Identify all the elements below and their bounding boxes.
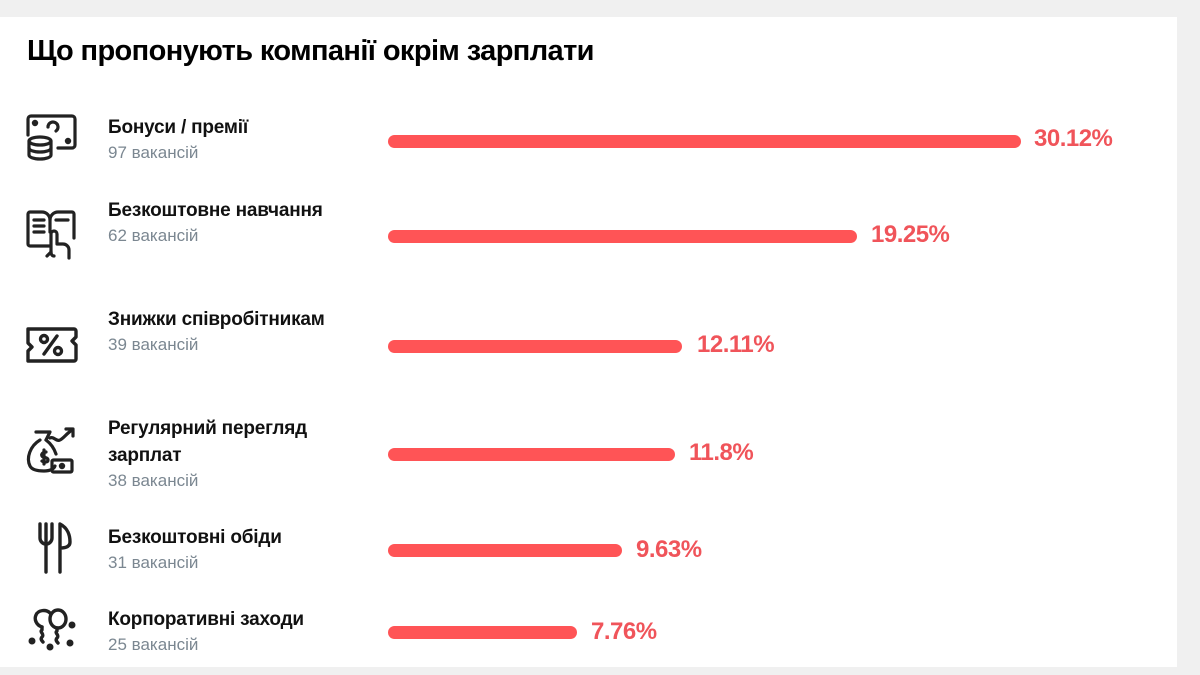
percent-label: 11.8%: [689, 439, 754, 466]
bar: [388, 135, 1021, 148]
vacancy-count: 38 вакансій: [108, 471, 199, 490]
bar: [388, 230, 857, 243]
benefit-label: Безкоштовні обіди: [108, 527, 282, 548]
percent-label: 12.11%: [697, 331, 775, 358]
vacancy-count: 97 вакансій: [108, 143, 199, 162]
balloons-icon: [24, 605, 80, 661]
money-coins-icon: [24, 111, 80, 167]
percent-label: 30.12%: [1034, 125, 1113, 152]
vacancy-count: 25 вакансій: [108, 635, 199, 654]
chart-title: Що пропонують компанії окрім зарплати: [27, 35, 595, 67]
benefit-label: Знижки співробітникам: [108, 309, 325, 330]
vacancy-count: 62 вакансій: [108, 226, 199, 245]
percent-label: 19.25%: [871, 221, 950, 248]
discount-ticket-icon: [24, 317, 80, 373]
benefit-label: Корпоративні заходи: [108, 609, 304, 630]
benefit-label: Безкоштовне навчання: [108, 200, 323, 221]
vacancy-count: 31 вакансій: [108, 553, 199, 572]
bar: [388, 340, 682, 353]
bar: [388, 626, 577, 639]
money-bag-growth-icon: [24, 424, 80, 480]
fork-knife-icon: [24, 520, 80, 576]
book-hand-icon: [24, 208, 80, 264]
percent-label: 9.63%: [636, 536, 702, 563]
benefit-label: Регулярний перегляд зарплат: [108, 418, 307, 466]
chart-card: Що пропонують компанії окрім зарплати Бо…: [0, 17, 1177, 667]
percent-label: 7.76%: [591, 618, 657, 645]
bar: [388, 544, 622, 557]
vacancy-count: 39 вакансій: [108, 335, 199, 354]
bar: [388, 448, 675, 461]
benefit-label: Бонуси / премії: [108, 117, 248, 138]
